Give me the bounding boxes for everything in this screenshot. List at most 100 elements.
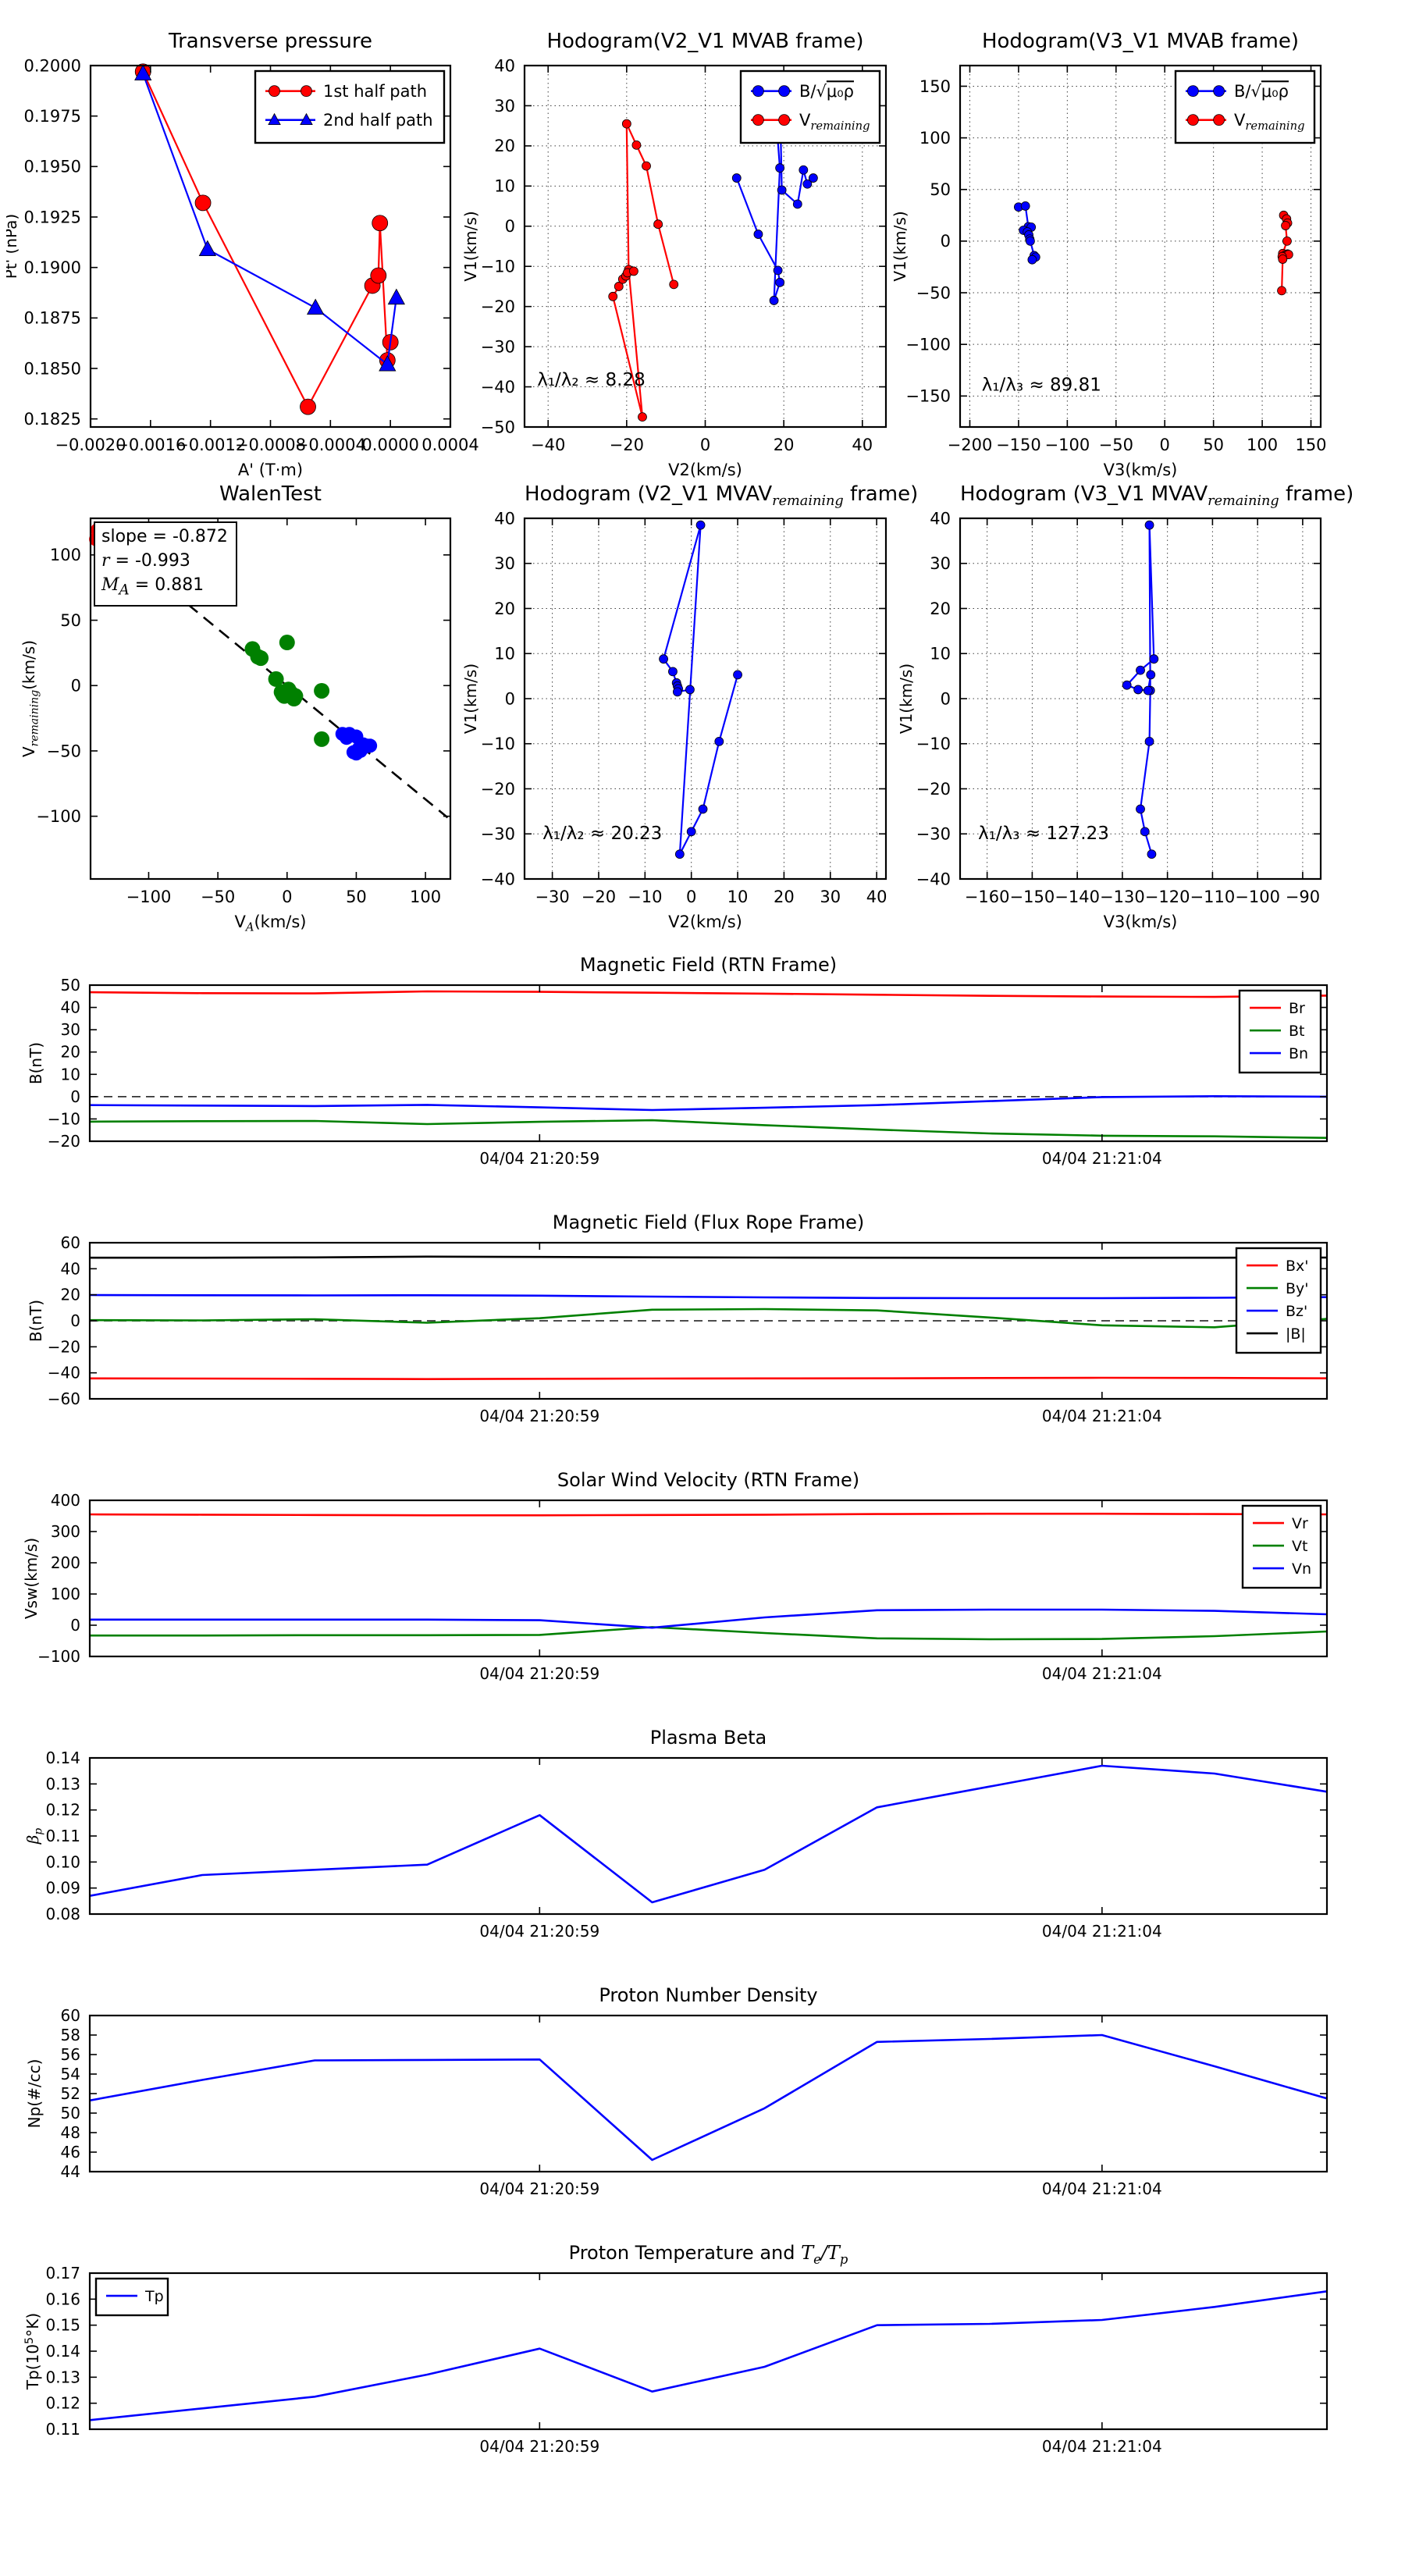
y-tick-label: 0.10 [45,1852,80,1871]
x-tick-label: −10 [628,888,662,906]
x-tick-label: 04/04 21:20:59 [479,2437,599,2456]
y-tick-label: −50 [481,418,515,436]
x-tick-label: 04/04 21:21:04 [1042,1149,1162,1168]
x-tick-label: −100 [1235,888,1280,906]
x-tick-label: −40 [531,436,565,454]
x-tick-label: 04/04 21:20:59 [479,2179,599,2198]
x-tick-label: −140 [1055,888,1100,906]
legend-label: 1st half path [323,82,427,101]
y-tick-label: 58 [61,2026,80,2044]
x-tick-label: 100 [410,888,441,906]
y-tick-label: 0.13 [45,2368,80,2386]
y-tick-label: 0.15 [45,2316,80,2335]
x-tick-label: −160 [965,888,1010,906]
x-axis-label: V2(km/s) [668,913,742,931]
y-tick-label: 60 [61,1233,80,1252]
y-tick-label: 100 [51,1585,80,1603]
y-tick-label: −20 [481,780,515,799]
x-tick-label: −20 [610,436,644,454]
y-tick-label: 0.09 [45,1879,80,1898]
legend-label: Bn [1289,1045,1308,1062]
x-tick-label: −130 [1100,888,1145,906]
eigenvalue-ratio-annotation: λ₁/λ₂ ≈ 8.28 [537,370,646,390]
y-tick-label: −30 [481,337,515,356]
y-tick-label: 46 [61,2143,80,2161]
x-tick-label: 04/04 21:21:04 [1042,2179,1162,2198]
y-axis-label: Pt' (nPa) [6,214,20,279]
y-tick-label: 20 [61,1286,80,1304]
legend-label: B/√μ₀ρ [799,82,854,101]
y-tick-label: −50 [916,283,951,302]
chart-title: Solar Wind Velocity (RTN Frame) [557,1469,860,1491]
x-tick-label: 04/04 21:20:59 [479,1407,599,1425]
y-tick-label: 0.14 [45,2342,80,2361]
eigenvalue-ratio-annotation: λ₁/λ₂ ≈ 20.23 [542,824,662,844]
legend-label: Bz' [1286,1303,1307,1320]
x-axis-label: A' (T·m) [238,461,303,479]
x-tick-label: −0.0016 [115,436,186,454]
y-tick-label: −10 [48,1109,80,1128]
stat-line: slope = -0.872 [101,527,228,546]
y-tick-label: 200 [51,1553,80,1572]
y-axis-label: Vremaining​(km/s) [20,640,41,757]
y-axis-label: Tp(105​°K) [23,2313,42,2390]
legend: B/√μ₀ρ Vremaining​ [739,69,881,144]
y-tick-label: −20 [481,297,515,316]
legend: Bx' By' Bz' |B| [1235,1247,1322,1354]
chart-title: Hodogram(V3_V1 MVAB frame) [981,30,1300,53]
y-tick-label: 10 [494,645,515,664]
y-tick-label: −50 [47,742,81,760]
legend: Tp [94,2277,169,2317]
y-tick-label: 54 [61,2065,80,2083]
y-tick-label: 0.1950 [24,158,81,176]
legend: B/√μ₀ρ Vremaining​ [1174,69,1316,144]
y-tick-label: −150 [905,387,951,406]
y-tick-label: 0.1850 [24,359,81,378]
y-tick-label: 0.13 [45,1774,80,1793]
x-tick-label: 0 [1160,436,1170,454]
x-tick-label: 40 [866,888,887,906]
legend-label: Bx' [1286,1258,1309,1275]
chart-title: Hodogram(V2_V1 MVAB frame) [546,30,864,53]
y-axis-label: Np(#/cc) [25,2059,44,2129]
y-tick-label: −10 [481,258,515,276]
x-tick-label: −30 [535,888,569,906]
x-tick-label: 04/04 21:21:04 [1042,2437,1162,2456]
y-tick-label: −40 [48,1364,80,1382]
y-tick-label: −40 [916,870,951,888]
y-tick-label: 0.12 [45,2394,80,2413]
y-tick-label: 0.12 [45,1801,80,1820]
chart-title: Magnetic Field (Flux Rope Frame) [552,1212,865,1233]
x-tick-label: −0.0020 [55,436,126,454]
x-tick-label: 10 [727,888,749,906]
y-tick-label: 0.08 [45,1905,80,1923]
y-tick-label: 300 [51,1522,80,1541]
chart-title: Hodogram (V2_V1 MVAVremaining frame) [525,482,919,510]
legend: Br Bt Bn [1238,989,1322,1074]
y-tick-label: 40 [494,56,515,75]
y-tick-label: 0 [505,217,515,236]
x-tick-label: 150 [1295,436,1326,454]
y-tick-label: 0.14 [45,1749,80,1767]
x-tick-label: 0 [700,436,710,454]
y-tick-label: −30 [916,825,951,844]
y-axis-label: Vsw(km/s) [22,1538,41,1619]
y-tick-label: −10 [916,735,951,753]
x-tick-label: −20 [582,888,616,906]
y-tick-label: −20 [916,780,951,799]
y-tick-label: 0.1825 [24,410,81,429]
y-tick-label: 30 [61,1020,80,1039]
chart-title: Magnetic Field (RTN Frame) [579,954,838,976]
x-tick-label: 04/04 21:21:04 [1042,1922,1162,1941]
y-tick-label: −100 [36,807,81,826]
stat-line: r = -0.993 [101,551,190,571]
y-tick-label: 30 [930,554,951,573]
y-tick-label: −60 [48,1389,80,1408]
y-tick-label: 52 [61,2084,80,2103]
legend-label: Br [1289,1000,1305,1017]
x-tick-label: −100 [126,888,172,906]
x-tick-label: −50 [201,888,235,906]
x-tick-label: 04/04 21:21:04 [1042,1664,1162,1683]
x-tick-label: 50 [1203,436,1224,454]
y-axis-label: βp​ [23,1828,44,1845]
